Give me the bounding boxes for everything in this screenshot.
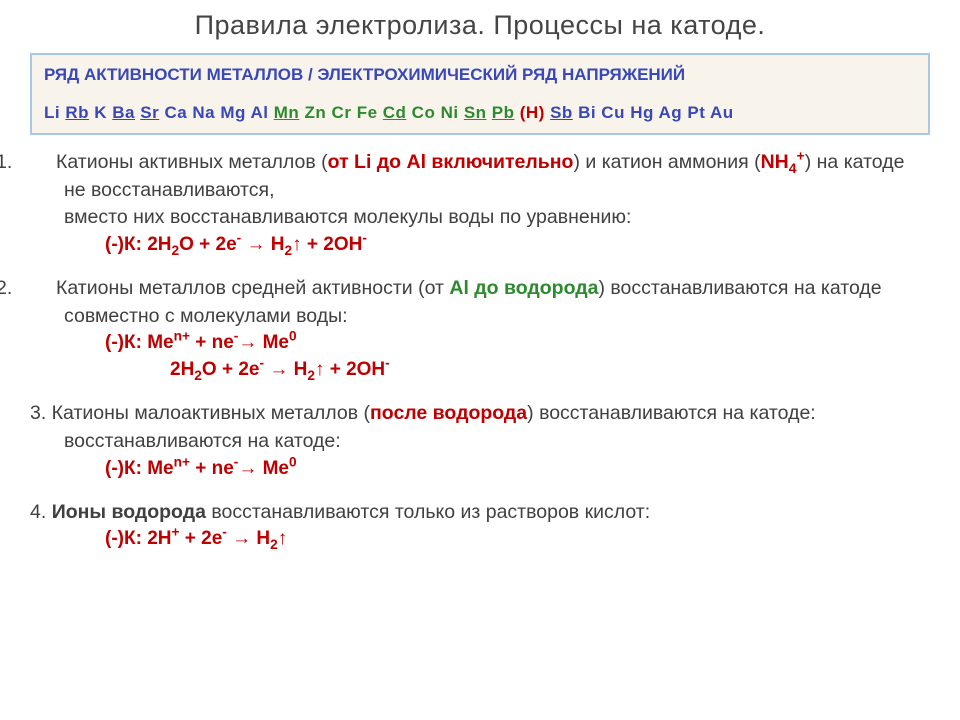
rule-4: 4. Ионы водорода восстанавливаются тольк…: [30, 499, 930, 554]
equation: (-)К: Men+ + ne-→ Me0: [30, 456, 930, 483]
rule-number: 4.: [30, 501, 46, 523]
series-element: Bi: [578, 103, 596, 122]
page-title: Правила электролиза. Процессы на катоде.: [30, 10, 930, 41]
series-element: Cu: [601, 103, 625, 122]
series-element: Mn: [274, 103, 300, 122]
activity-series-box: РЯД АКТИВНОСТИ МЕТАЛЛОВ / ЭЛЕКТРОХИМИЧЕС…: [30, 53, 930, 135]
series-element: Hg: [630, 103, 654, 122]
rule-emphasis: от Li до Al включительно: [328, 151, 574, 173]
series-element: Li: [44, 103, 60, 122]
series-element: Co: [412, 103, 436, 122]
series-element: Cd: [383, 103, 407, 122]
equation: (-)К: 2H2O + 2e- → H2↑ + 2OH-: [30, 232, 930, 259]
series-element: Rb: [65, 103, 89, 122]
rule-text: восстанавливаются только из растворов ки…: [206, 501, 650, 523]
rule-text: Катионы металлов средней активности (от: [56, 277, 449, 299]
rule-number: 3.: [30, 402, 46, 424]
series-element: Na: [192, 103, 215, 122]
rule-text: ) и катион аммония (: [573, 151, 760, 173]
rule-text: Катионы активных металлов (: [56, 151, 328, 173]
series-element: Sb: [550, 103, 573, 122]
series-element: Pb: [492, 103, 515, 122]
series-element: Mg: [220, 103, 246, 122]
series-element: (H): [520, 103, 545, 122]
activity-series: Li Rb K Ba Sr Ca Na Mg Al Mn Zn Cr Fe Cd…: [44, 103, 916, 123]
series-element: Fe: [357, 103, 378, 122]
series-element: Cr: [332, 103, 352, 122]
series-element: K: [94, 103, 107, 122]
equation: (-)К: Men+ + ne-→ Me0: [30, 330, 930, 357]
series-element: Zn: [305, 103, 327, 122]
rule-3: 3. Катионы малоактивных металлов (после …: [30, 400, 930, 482]
series-element: Ni: [441, 103, 459, 122]
rule-emphasis: после водорода: [370, 402, 527, 424]
rule-1: 1.Катионы активных металлов (от Li до Al…: [30, 149, 930, 259]
series-element: Sn: [464, 103, 487, 122]
equation: 2H2O + 2e- → H2↑ + 2OH-: [30, 357, 930, 384]
activity-caption: РЯД АКТИВНОСТИ МЕТАЛЛОВ / ЭЛЕКТРОХИМИЧЕС…: [44, 65, 916, 85]
equation: (-)К: 2H+ + 2e- → H2↑: [30, 526, 930, 553]
ammonium-formula: NH4+: [761, 151, 805, 173]
rule-text: Катионы малоактивных металлов (: [46, 402, 370, 424]
series-element: Pt: [687, 103, 705, 122]
rule-2: 2.Катионы металлов средней активности (о…: [30, 275, 930, 384]
rule-number: 1.: [30, 149, 56, 177]
series-element: Ba: [112, 103, 135, 122]
rule-text: вместо них восстанавливаются молекулы во…: [30, 204, 930, 232]
rule-text: восстанавливаются на катоде:: [30, 428, 930, 456]
series-element: Ca: [164, 103, 187, 122]
rule-emphasis: Ионы водорода: [52, 501, 206, 523]
rule-number: 2.: [30, 275, 56, 303]
series-element: Sr: [140, 103, 159, 122]
rule-emphasis: Al до водорода: [449, 277, 598, 299]
series-element: Au: [710, 103, 734, 122]
rule-text: ) восстанавливаются на катоде:: [527, 402, 816, 424]
series-element: Ag: [658, 103, 682, 122]
series-element: Al: [251, 103, 269, 122]
